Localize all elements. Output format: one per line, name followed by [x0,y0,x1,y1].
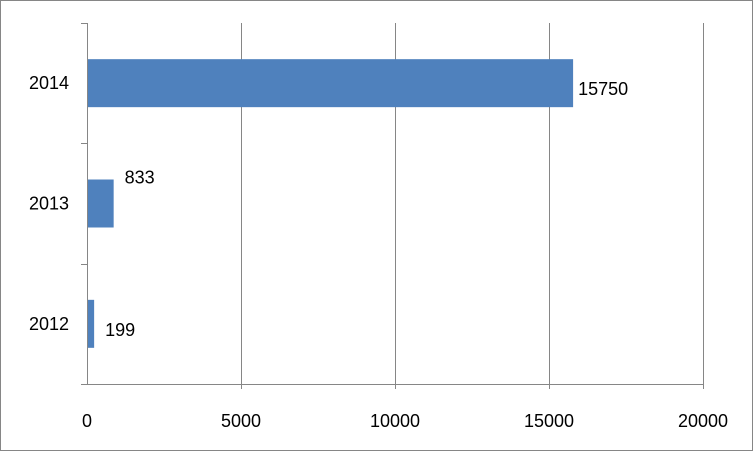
bar-2013 [88,179,114,228]
x-tick-label-20000: 20000 [678,411,728,431]
axes [81,23,703,385]
data-label-2012: 199 [105,320,135,340]
x-tick-label-5000: 5000 [221,411,261,431]
bar-2012 [88,299,95,348]
y-tick-label-2014: 2014 [29,73,69,93]
x-tick-label-0: 0 [82,411,92,431]
y-tick-label-2013: 2013 [29,194,69,214]
data-label-2014: 15750 [578,79,628,99]
bars [88,59,574,348]
data-label-2013: 833 [125,168,155,188]
labels: 0 5000 10000 15000 20000 2012 199 2013 833 2014 15… [29,73,728,431]
bar-2014 [88,59,574,108]
y-tick-label-2012: 2012 [29,314,69,334]
x-tick-label-15000: 15000 [524,411,574,431]
x-tick-label-10000: 10000 [370,411,420,431]
